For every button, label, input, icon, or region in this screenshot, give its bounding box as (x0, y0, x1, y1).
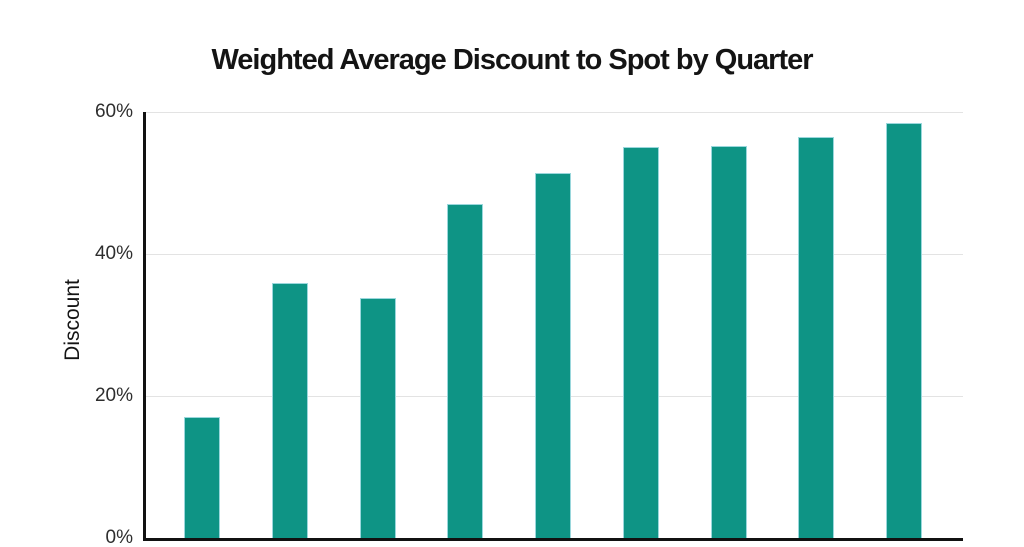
y-tick-label-0: 0% (105, 527, 133, 547)
bar (535, 173, 571, 538)
plot-area: 60% 40% 20% 0% (95, 101, 963, 547)
y-tick-label-60: 60% (94, 101, 133, 122)
bar (359, 298, 396, 538)
chart-title: Weighted Average Discount to Spot by Qua… (211, 44, 813, 76)
bar (271, 283, 308, 538)
bar (447, 203, 484, 538)
bar (886, 123, 922, 538)
y-tick-label-20: 20% (94, 385, 133, 406)
gridline-60pct (146, 112, 963, 113)
bar (798, 136, 835, 538)
bars-container (146, 112, 963, 538)
y-tick-label-40: 40% (94, 242, 133, 264)
y-axis-title: Discount (61, 279, 84, 361)
bar (710, 146, 747, 538)
bar (622, 146, 659, 538)
bar (184, 416, 220, 538)
